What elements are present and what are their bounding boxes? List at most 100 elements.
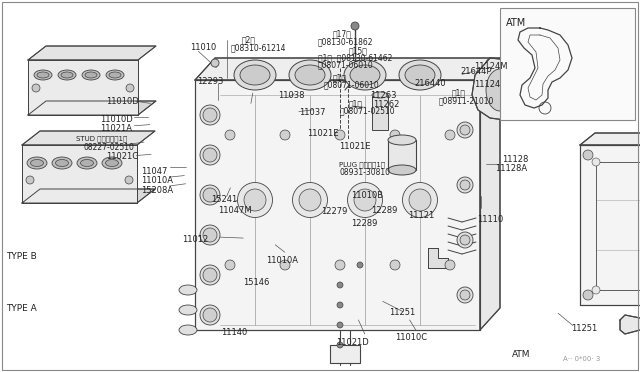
Ellipse shape <box>240 65 270 85</box>
Text: ⒮08911-21010: ⒮08911-21010 <box>438 96 494 105</box>
Circle shape <box>203 188 217 202</box>
Circle shape <box>26 176 34 184</box>
Text: 11021C: 11021C <box>106 153 138 161</box>
Bar <box>372 95 388 130</box>
Circle shape <box>203 148 217 162</box>
Ellipse shape <box>106 70 124 80</box>
Circle shape <box>203 108 217 122</box>
Text: 12279: 12279 <box>321 207 348 216</box>
Text: 11262: 11262 <box>373 100 399 109</box>
Text: TYPE A: TYPE A <box>6 304 37 312</box>
Circle shape <box>583 150 593 160</box>
Text: 11128A: 11128A <box>495 164 527 173</box>
Circle shape <box>203 308 217 322</box>
Text: 11010C: 11010C <box>396 333 428 342</box>
Text: （15）: （15） <box>349 46 367 55</box>
Polygon shape <box>195 58 500 80</box>
Ellipse shape <box>56 160 68 167</box>
Ellipse shape <box>289 60 331 90</box>
Circle shape <box>357 262 363 268</box>
Text: STUD スタッド（1）: STUD スタッド（1） <box>76 136 127 142</box>
Text: 11010B: 11010B <box>351 191 383 200</box>
Text: 11047M: 11047M <box>218 206 252 215</box>
Ellipse shape <box>37 72 49 78</box>
Text: （17）: （17） <box>333 30 351 39</box>
Polygon shape <box>22 131 155 145</box>
Circle shape <box>225 260 235 270</box>
Ellipse shape <box>292 183 328 218</box>
Polygon shape <box>580 145 640 305</box>
Circle shape <box>460 125 470 135</box>
Circle shape <box>460 180 470 190</box>
Ellipse shape <box>34 70 52 80</box>
Circle shape <box>125 176 133 184</box>
Polygon shape <box>472 58 525 120</box>
Polygon shape <box>28 46 156 60</box>
Circle shape <box>337 282 343 288</box>
Ellipse shape <box>234 60 276 90</box>
Ellipse shape <box>58 70 76 80</box>
Circle shape <box>335 260 345 270</box>
Ellipse shape <box>61 72 73 78</box>
Text: ATM: ATM <box>512 350 531 359</box>
Text: 21644P: 21644P <box>461 67 492 76</box>
Text: 11010A: 11010A <box>141 176 173 185</box>
Circle shape <box>280 260 290 270</box>
Ellipse shape <box>295 65 325 85</box>
Circle shape <box>512 54 528 70</box>
Text: 11010D: 11010D <box>106 97 138 106</box>
Text: （1）: （1） <box>349 99 363 108</box>
Text: 11140: 11140 <box>221 328 247 337</box>
Text: 11251: 11251 <box>389 308 415 317</box>
Polygon shape <box>480 58 500 330</box>
Ellipse shape <box>299 189 321 211</box>
Text: （1）  Ⓑ08130-61462: （1） Ⓑ08130-61462 <box>318 53 392 62</box>
Text: 12289: 12289 <box>371 206 397 215</box>
Text: 11121: 11121 <box>408 211 435 220</box>
Circle shape <box>457 177 473 193</box>
Ellipse shape <box>388 135 416 145</box>
Circle shape <box>200 145 220 165</box>
Ellipse shape <box>179 305 197 315</box>
Text: 216440: 216440 <box>414 79 445 88</box>
Polygon shape <box>22 189 155 203</box>
Text: 12293: 12293 <box>197 77 223 86</box>
Text: PLUG プラグ（1）: PLUG プラグ（1） <box>339 162 385 169</box>
Circle shape <box>200 185 220 205</box>
Circle shape <box>203 268 217 282</box>
Ellipse shape <box>388 165 416 175</box>
Circle shape <box>486 59 494 67</box>
Text: TYPE B: TYPE B <box>6 252 37 261</box>
Circle shape <box>211 59 219 67</box>
Ellipse shape <box>27 157 47 169</box>
Ellipse shape <box>350 65 380 85</box>
Circle shape <box>390 260 400 270</box>
Text: 15208A: 15208A <box>141 186 173 195</box>
Ellipse shape <box>344 60 386 90</box>
Ellipse shape <box>31 160 44 167</box>
Text: 11021A: 11021A <box>100 124 132 133</box>
Circle shape <box>351 22 359 30</box>
Text: 11128: 11128 <box>502 155 529 164</box>
Circle shape <box>457 287 473 303</box>
Ellipse shape <box>237 183 273 218</box>
Ellipse shape <box>399 60 441 90</box>
Circle shape <box>200 305 220 325</box>
Circle shape <box>200 105 220 125</box>
Circle shape <box>460 290 470 300</box>
Text: 11263: 11263 <box>370 92 396 100</box>
Text: 11047: 11047 <box>141 167 167 176</box>
Ellipse shape <box>405 65 435 85</box>
Text: 08931-30810: 08931-30810 <box>339 168 390 177</box>
Circle shape <box>337 302 343 308</box>
Text: 11010: 11010 <box>190 43 216 52</box>
Text: Ⓑ08071-02510: Ⓑ08071-02510 <box>339 106 395 115</box>
Ellipse shape <box>244 189 266 211</box>
Ellipse shape <box>109 72 121 78</box>
Text: 11251: 11251 <box>571 324 597 333</box>
Ellipse shape <box>354 189 376 211</box>
Circle shape <box>337 322 343 328</box>
Text: 11021D: 11021D <box>336 338 369 347</box>
Polygon shape <box>620 314 640 334</box>
Circle shape <box>225 130 235 140</box>
